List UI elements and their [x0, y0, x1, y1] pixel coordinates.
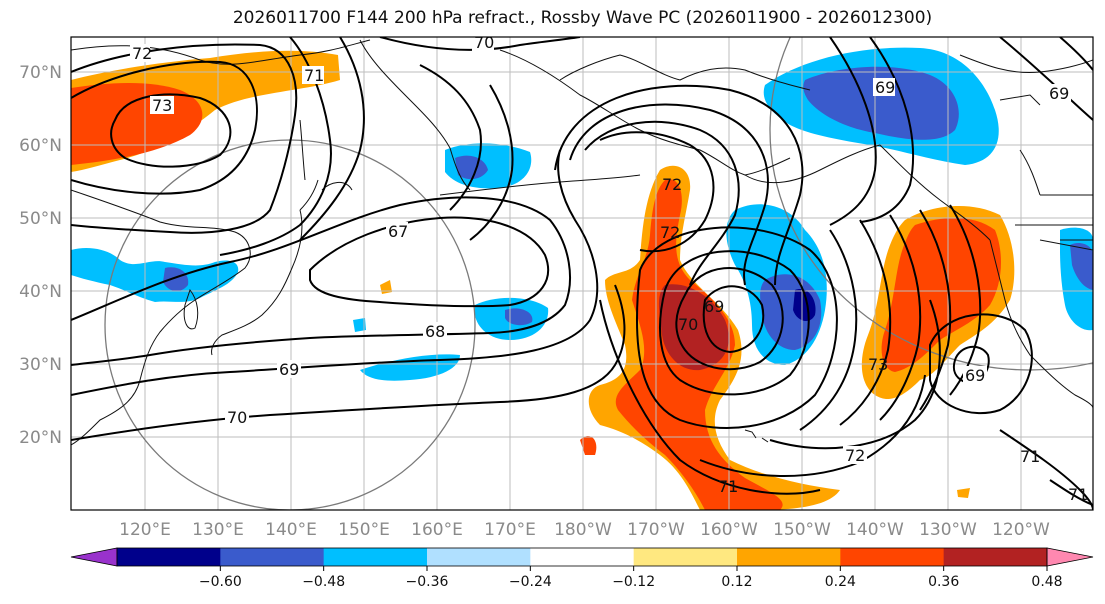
colorbar-tick-label: 0.48: [1031, 574, 1062, 590]
colorbar-swatch: [220, 548, 325, 566]
contour-label: 69: [875, 78, 895, 97]
colorbar-swatch: [840, 548, 945, 566]
lat-label: 30°N: [19, 355, 62, 375]
contour-label: 69: [704, 297, 724, 316]
lon-label: 130°W: [919, 520, 977, 540]
contour-label: 71: [1020, 447, 1040, 466]
contour-label: 70: [678, 315, 698, 334]
contour-label: 71: [1068, 485, 1088, 504]
colorbar-outline: [116, 547, 1048, 567]
height-contours: [71, 37, 1093, 510]
colorbar-swatch: [530, 548, 635, 566]
lat-label: 60°N: [19, 136, 62, 156]
map-title: 2026011700 F144 200 hPa refract., Rossby…: [232, 8, 933, 28]
colorbar-tick-label: −0.60: [199, 574, 242, 590]
colorbar-tick-label: 0.24: [825, 574, 856, 590]
colorbar-tick-label: 0.36: [928, 574, 959, 590]
contour-label: 70: [227, 408, 247, 427]
colorbar-tick-label: −0.24: [509, 574, 552, 590]
colorbar-swatches: [70, 547, 1094, 567]
colorbar-swatch: [737, 548, 841, 566]
lat-label: 40°N: [19, 282, 62, 302]
colorbar-swatch: [323, 548, 428, 566]
lon-label: 170°W: [627, 520, 685, 540]
contour-label: 72: [845, 446, 865, 465]
contour-label: 71: [718, 477, 738, 496]
longitude-labels: 120°E 130°E 140°E 150°E 160°E 170°E 180°…: [119, 520, 1050, 540]
contour-label: 72: [660, 223, 680, 242]
contour-label: 72: [132, 44, 152, 63]
lat-label: 50°N: [19, 209, 62, 229]
map-border: [70, 36, 1094, 511]
lon-label: 120°W: [992, 520, 1050, 540]
latitude-labels: 70°N 60°N 50°N 40°N 30°N 20°N: [19, 63, 62, 448]
colorbar-ticks: −0.60 −0.48 −0.36 −0.24 −0.12 0.12 0.24 0.36 0.4…: [199, 566, 1063, 590]
lon-label: 150°W: [773, 520, 831, 540]
colorbar-swatch: [427, 548, 531, 566]
contour-labels: 72 70 73 71 67 68 69 70 72 72 69 70 69 7…: [130, 33, 1088, 504]
contour-label: 68: [425, 322, 445, 341]
colorbar-extend-low: [70, 547, 118, 567]
contour-label: 69: [1049, 84, 1069, 103]
contour-label: 72: [662, 175, 682, 194]
lon-label: 140°E: [265, 520, 317, 540]
lon-label: 150°E: [338, 520, 390, 540]
contour-label: 73: [152, 96, 172, 115]
colorbar-swatch: [117, 548, 221, 566]
contour-label: 70: [474, 33, 494, 52]
contour-label: 69: [279, 360, 299, 379]
lon-label: 130°E: [192, 520, 244, 540]
contour-label: 71: [304, 66, 324, 85]
lon-label: 180°W: [554, 520, 612, 540]
contour-label: 67: [388, 222, 408, 241]
lat-label: 20°N: [19, 428, 62, 448]
colorbar-tick-label: −0.48: [302, 574, 345, 590]
colorbar-swatch: [943, 548, 1048, 566]
lon-label: 120°E: [119, 520, 171, 540]
lon-label: 160°E: [411, 520, 463, 540]
lon-label: 140°W: [846, 520, 904, 540]
colorbar-extend-high: [1046, 547, 1094, 567]
lat-label: 70°N: [19, 63, 62, 83]
lon-label: 170°E: [484, 520, 536, 540]
colorbar: −0.60 −0.48 −0.36 −0.24 −0.12 0.12 0.24 0.36 0.4…: [70, 547, 1094, 590]
colorbar-tick-label: −0.36: [406, 574, 449, 590]
lon-label: 160°W: [700, 520, 758, 540]
colorbar-tick-label: −0.12: [612, 574, 655, 590]
contour-label: 73: [868, 355, 888, 374]
colorbar-swatch: [633, 548, 738, 566]
colorbar-tick-label: 0.12: [721, 574, 752, 590]
contour-label: 69: [965, 366, 985, 385]
